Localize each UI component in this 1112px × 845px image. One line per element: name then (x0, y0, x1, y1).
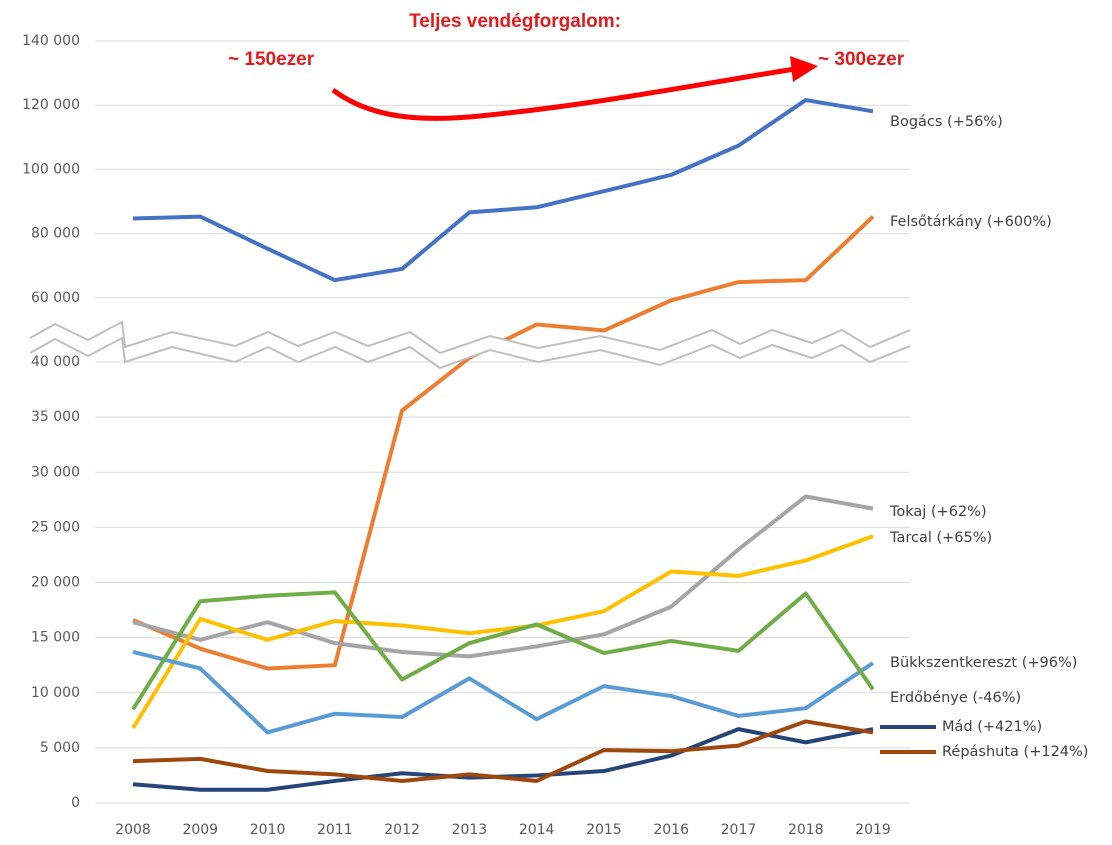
series-label: Mád (+421%) (942, 719, 1042, 735)
x-tick-label: 2018 (788, 822, 824, 838)
x-tick-label: 2009 (182, 822, 218, 838)
arrow (331, 66, 796, 121)
series-line (132, 494, 874, 659)
annotation: ~ 150ezer (228, 49, 315, 70)
y-tick-label: 35 000 (31, 409, 80, 425)
lines (131, 98, 875, 792)
series-line (132, 215, 875, 671)
grid (95, 40, 910, 804)
series-label: Felsőtárkány (+600%) (890, 214, 1052, 230)
y-tick-label: 20 000 (31, 575, 80, 591)
y-tick-label: 120 000 (22, 97, 80, 113)
x-tick-label: 2016 (653, 822, 689, 838)
chart-title: Teljes vendégforgalom: (409, 11, 621, 32)
annotation: ~ 300ezer (818, 49, 905, 70)
y-tick-label: 15 000 (31, 630, 80, 646)
y-tick-label: 40 000 (31, 354, 80, 370)
x-tick-label: 2012 (384, 822, 420, 838)
x-tick-label: 2008 (115, 822, 151, 838)
x-tick-label: 2015 (586, 822, 622, 838)
series-line (132, 719, 874, 783)
x-tick-label: 2010 (250, 822, 286, 838)
y-tick-label: 5 000 (40, 740, 80, 756)
series-line (131, 590, 875, 711)
y-tick-label: 100 000 (22, 161, 80, 177)
break-line (29, 320, 911, 355)
series-label: Tarcal (+65%) (889, 530, 992, 546)
series-label: Bogács (+56%) (890, 114, 1003, 130)
arrow-head (790, 56, 818, 82)
break-band (30, 322, 910, 368)
series-label: Tokaj (+62%) (889, 504, 987, 520)
x-tick-label: 2014 (519, 822, 555, 838)
x-tick-label: 2011 (317, 822, 353, 838)
series-label: Répáshuta (+124%) (942, 744, 1088, 760)
y-tick-label: 80 000 (31, 226, 80, 242)
x-tick-label: 2013 (452, 822, 488, 838)
series-label: Bükkszentkereszt (+96%) (890, 655, 1077, 671)
x-tick-label: 2019 (855, 822, 891, 838)
break-line (29, 336, 911, 370)
series-line (132, 98, 874, 283)
y-tick-label: 25 000 (31, 519, 80, 535)
series-line (132, 650, 875, 735)
y-tick-label: 60 000 (31, 290, 80, 306)
y-tick-label: 140 000 (22, 33, 80, 49)
axis-break (29, 320, 911, 370)
y-tick-label: 0 (71, 795, 80, 811)
series-line (131, 534, 874, 730)
y-tick-label: 30 000 (31, 464, 80, 480)
series-label: Erdőbénye (-46%) (890, 690, 1021, 706)
x-tick-label: 2017 (721, 822, 757, 838)
y-tick-label: 10 000 (31, 685, 80, 701)
